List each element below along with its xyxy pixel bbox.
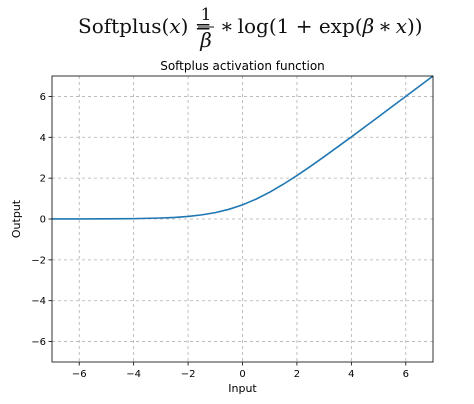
x-axis-label: Input [228,382,257,395]
x-tick-label: 4 [348,369,354,380]
formula-times-1: ∗ [220,14,234,38]
formula-open-paren: ( [162,14,170,38]
x-tick-label: 0 [239,369,245,380]
y-tick-label: −6 [31,337,46,348]
formula-variable-2: x [396,14,407,38]
y-tick-label: 0 [40,215,46,226]
softplus-formula: Softplus(x) = 1 β ∗ log(1 + exp(β ∗ x)) [78,5,423,52]
formula-equals: ) = [181,14,212,38]
formula-text: Softplus(x) = [78,14,212,38]
y-tick-label: 6 [40,92,46,103]
formula-rest: ∗ log(1 + exp(β ∗ x)) [220,14,423,38]
formula-beta: β [362,14,375,38]
softplus-chart: Softplus activation function −6 −4 −2 0 2 4 6−… [10,59,434,395]
y-tick-label: −2 [31,255,46,266]
x-tick-label: 6 [403,369,409,380]
axis-ticks: −6 −4 −2 0 2 4 6 −6 −4 −2 0 2 4 6 [31,92,409,380]
plot-frame [51,75,434,363]
x-tick-label: −2 [181,369,196,380]
x-tick-label: 2 [294,369,300,380]
formula-times-2: ∗ [378,14,392,38]
softplus-curve [51,75,434,220]
formula-denominator: β [199,28,212,52]
y-tick-label: −4 [31,296,46,307]
y-tick-label: 4 [40,133,46,144]
x-tick-label: −6 [72,369,87,380]
y-tick-label: 2 [40,174,46,185]
formula-log: log(1 + exp( [238,14,363,38]
formula-close: )) [407,14,423,38]
y-axis-label: Output [10,199,23,238]
formula-numerator: 1 [201,5,212,25]
formula-variable: x [169,14,180,38]
x-tick-label: −4 [126,369,141,380]
chart-title: Softplus activation function [160,59,325,73]
formula-function-name: Softplus [78,14,162,38]
